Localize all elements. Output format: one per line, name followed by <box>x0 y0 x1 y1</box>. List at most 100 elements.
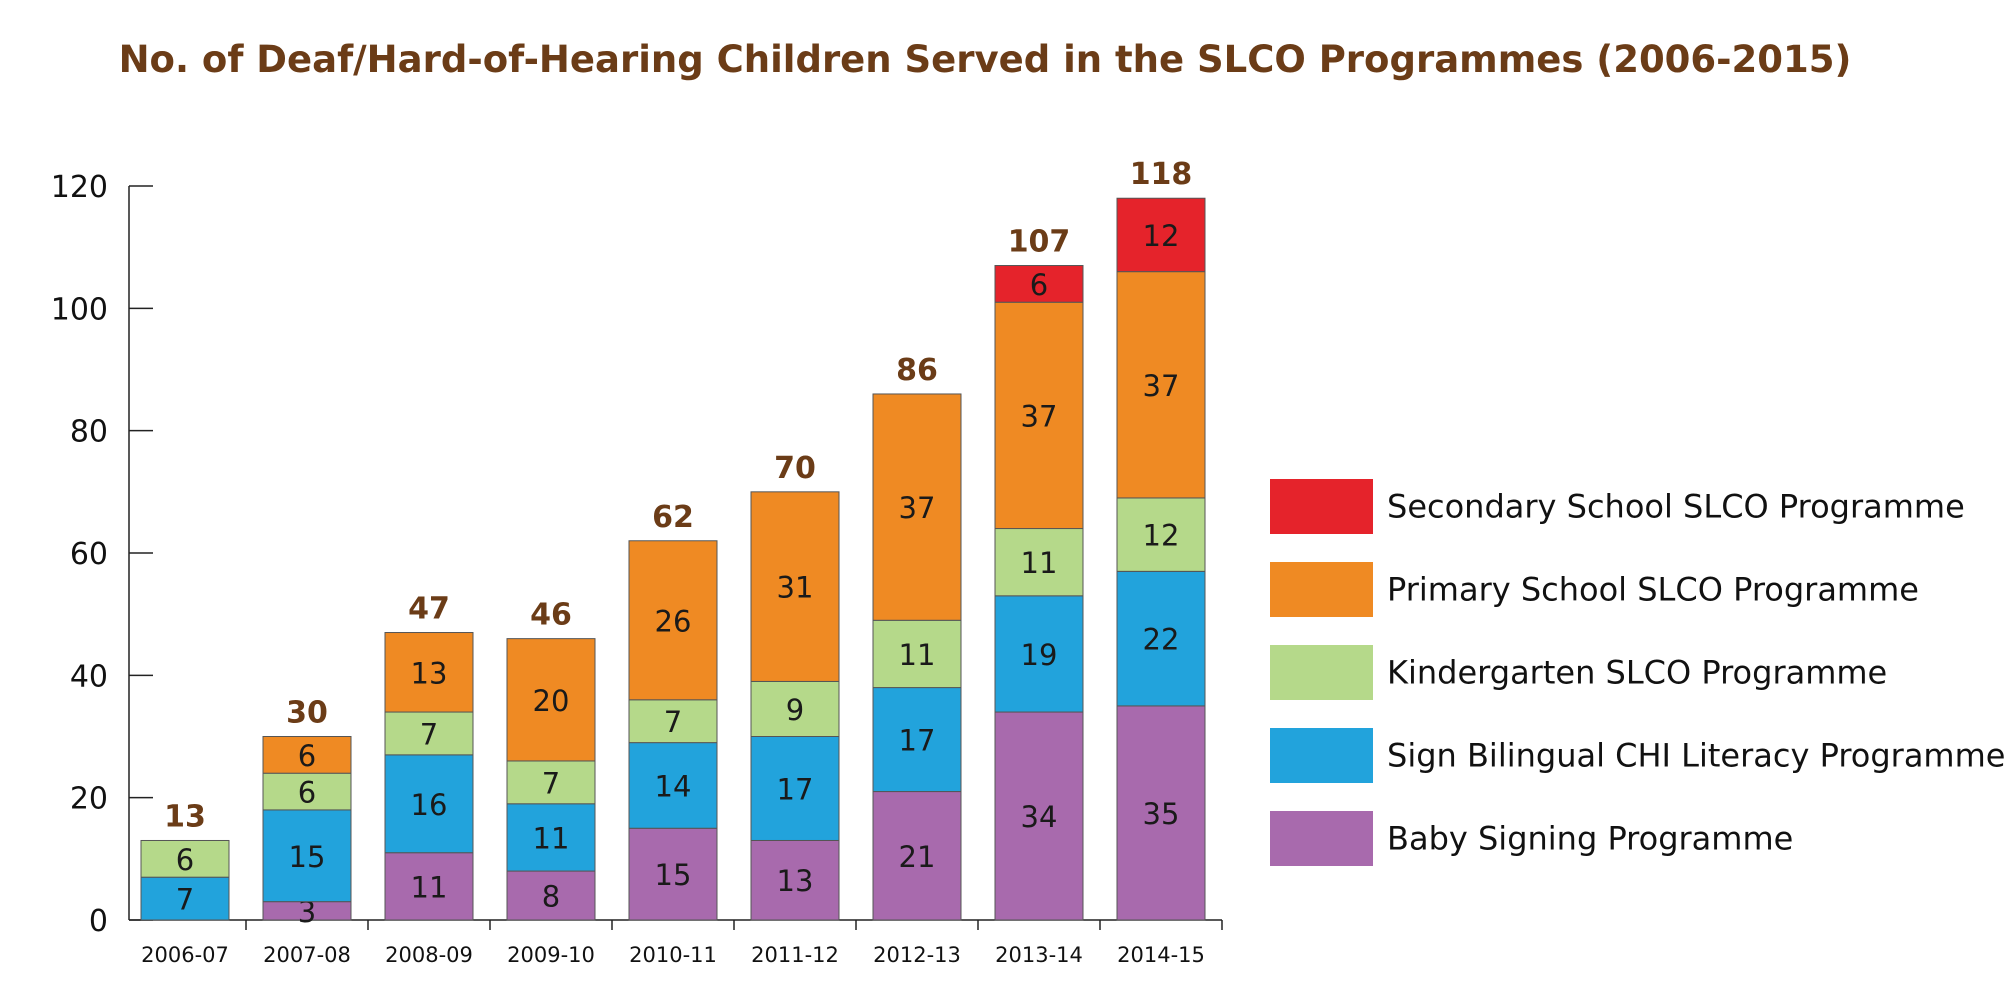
total-value-label: 30 <box>286 696 328 731</box>
bar-segment <box>262 772 352 811</box>
segment-value-label: 17 <box>777 772 814 806</box>
segment-value-label: 9 <box>786 693 804 727</box>
x-tick-label: 2011-12 <box>751 943 839 967</box>
segment-value-label: 17 <box>899 724 936 758</box>
bar-group: 11 16 7 13 47 2008-09 <box>384 592 474 967</box>
bar-group: 21 17 11 37 86 2012-13 <box>872 353 962 967</box>
total-value-label: 118 <box>1130 157 1193 192</box>
segment-value-label: 26 <box>655 604 692 638</box>
legend-item: Secondary School SLCO Programme <box>1270 479 1965 534</box>
bar-segment <box>872 393 962 621</box>
segment-value-label: 11 <box>899 638 936 672</box>
bar-segment <box>872 687 962 793</box>
segment-value-label: 6 <box>176 843 194 877</box>
segment-value-label: 37 <box>899 491 936 525</box>
bars: 76132006-0731566302007-081116713472008-0… <box>140 157 1206 967</box>
segment-value-label: 19 <box>1021 638 1058 672</box>
legend-swatch <box>1270 479 1373 534</box>
segment-value-label: 15 <box>289 840 326 874</box>
x-tick-label: 2013-14 <box>995 943 1083 967</box>
bar-segment <box>384 711 474 756</box>
bar-segment <box>506 638 596 762</box>
segment-value-label: 12 <box>1143 219 1180 253</box>
total-value-label: 13 <box>164 799 206 834</box>
segment-value-label: 7 <box>420 717 438 751</box>
legend-item: Primary School SLCO Programme <box>1270 562 1919 617</box>
x-tick-label: 2012-13 <box>873 943 961 967</box>
total-value-label: 62 <box>652 500 694 535</box>
segment-value-label: 22 <box>1143 623 1180 657</box>
segment-value-label: 6 <box>1030 268 1048 302</box>
bar-group: 34 19 11 37 6 107 2013-14 <box>994 225 1084 967</box>
bar-segment <box>506 760 596 805</box>
y-tick-label: 100 <box>51 292 108 327</box>
legend-swatch <box>1270 645 1373 700</box>
segment-value-label: 16 <box>411 788 448 822</box>
bar-segment <box>750 680 840 738</box>
bar-segment <box>384 632 474 713</box>
segment-value-label: 14 <box>655 769 692 803</box>
bar-segment <box>750 736 840 841</box>
bar-segment <box>994 595 1084 713</box>
bar-segment <box>994 265 1084 303</box>
x-tick-label: 2006-07 <box>141 943 229 967</box>
y-tick-label: 80 <box>70 415 108 450</box>
segment-value-label: 35 <box>1143 797 1180 831</box>
y-tick-label: 40 <box>70 659 108 694</box>
bar-segment <box>1116 271 1206 499</box>
bar-segment <box>262 736 352 774</box>
legend-label: Secondary School SLCO Programme <box>1387 488 1965 526</box>
segment-value-label: 31 <box>777 571 814 605</box>
bar-segment <box>1116 705 1206 921</box>
segment-value-label: 7 <box>664 705 682 739</box>
x-tick-label: 2014-15 <box>1117 943 1205 967</box>
chart-title: No. of Deaf/Hard-of-Hearing Children Ser… <box>119 38 1852 81</box>
bar-group: 8 11 7 20 46 2009-10 <box>506 598 596 967</box>
bar-segment <box>872 791 962 921</box>
segment-value-label: 20 <box>533 684 570 718</box>
bar-segment <box>628 742 718 829</box>
legend-item: Kindergarten SLCO Programme <box>1270 645 1887 700</box>
bar-segment <box>384 852 474 921</box>
bar-segment <box>628 699 718 744</box>
segment-value-label: 12 <box>1143 519 1180 553</box>
legend-swatch <box>1270 811 1373 866</box>
segment-value-label: 15 <box>655 858 692 892</box>
bar-segment <box>994 301 1084 530</box>
bar-segment <box>140 839 230 878</box>
bar-segment <box>994 711 1084 921</box>
y-tick-label: 60 <box>70 537 108 572</box>
segment-value-label: 11 <box>411 870 448 904</box>
legend-item: Baby Signing Programme <box>1270 811 1793 866</box>
segment-value-label: 3 <box>298 895 316 929</box>
bar-segment <box>506 803 596 872</box>
segment-value-label: 6 <box>298 739 316 773</box>
bar-group: 13 17 9 31 70 2011-12 <box>750 451 840 967</box>
bar-segment <box>1116 570 1206 707</box>
legend-swatch <box>1270 562 1373 617</box>
x-tick-label: 2009-10 <box>507 943 595 967</box>
y-tick-label: 20 <box>70 782 108 817</box>
bar-segment <box>750 491 840 682</box>
total-value-label: 86 <box>896 353 938 388</box>
total-value-label: 70 <box>774 451 816 486</box>
bar-group: 7 6 13 2006-07 <box>140 799 230 967</box>
bar-group: 3 15 66 30 2007-08 <box>262 696 352 967</box>
segment-value-label: 11 <box>533 821 570 855</box>
total-value-label: 107 <box>1008 225 1071 260</box>
segment-value-label: 11 <box>1021 546 1058 580</box>
segment-value-label: 13 <box>411 656 448 690</box>
bar-segment <box>628 540 718 701</box>
total-value-label: 46 <box>530 598 572 633</box>
segment-value-label: 21 <box>899 840 936 874</box>
legend-label: Kindergarten SLCO Programme <box>1387 654 1887 692</box>
bar-segment <box>872 619 962 689</box>
x-tick-label: 2007-08 <box>263 943 351 967</box>
legend-label: Primary School SLCO Programme <box>1387 571 1919 609</box>
bar-segment <box>750 839 840 921</box>
legend: Secondary School SLCO Programme Primary S… <box>1270 479 2005 866</box>
legend-item: Sign Bilingual CHI Literacy Programme <box>1270 728 2005 783</box>
legend-label: Baby Signing Programme <box>1387 820 1793 858</box>
segment-value-label: 37 <box>1021 399 1058 433</box>
